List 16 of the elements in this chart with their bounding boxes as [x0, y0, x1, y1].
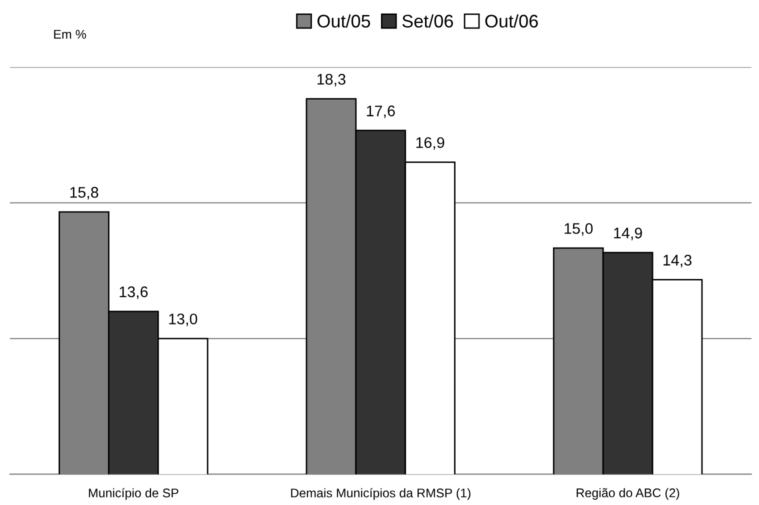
data-label: 18,3 [318, 74, 346, 86]
data-label: 13,0 [169, 314, 198, 326]
x-tick-label: Município de SP [88, 488, 178, 500]
data-label: 17,6 [366, 106, 395, 118]
legend-label: Set/06 [402, 14, 453, 28]
data-label: 13,6 [120, 286, 148, 300]
data-label: 14,3 [664, 254, 692, 268]
data-label: 15,0 [564, 223, 593, 236]
data-label: 16,9 [416, 137, 444, 150]
data-label: 14,9 [614, 228, 642, 240]
text: Em % [54, 30, 86, 39]
data-label: 15,8 [70, 186, 98, 200]
x-tick-label: Demais Municípios da RMSP (1) [291, 488, 470, 500]
x-tick-label: Região do ABC (2) [576, 488, 680, 500]
legend-label: Out/05 [318, 14, 370, 28]
legend-label: Out/06 [485, 14, 538, 28]
